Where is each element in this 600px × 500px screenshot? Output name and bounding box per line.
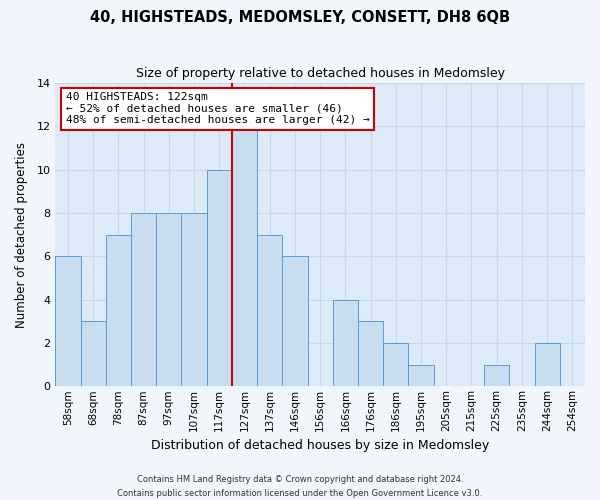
Bar <box>358 322 383 386</box>
Bar <box>535 343 560 386</box>
Bar <box>409 364 434 386</box>
Bar <box>333 300 358 386</box>
Title: Size of property relative to detached houses in Medomsley: Size of property relative to detached ho… <box>136 68 505 80</box>
Text: 40 HIGHSTEADS: 122sqm
← 52% of detached houses are smaller (46)
48% of semi-deta: 40 HIGHSTEADS: 122sqm ← 52% of detached … <box>66 92 370 126</box>
Bar <box>257 234 283 386</box>
Bar <box>131 213 156 386</box>
Bar <box>106 234 131 386</box>
Text: 40, HIGHSTEADS, MEDOMSLEY, CONSETT, DH8 6QB: 40, HIGHSTEADS, MEDOMSLEY, CONSETT, DH8 … <box>90 10 510 25</box>
X-axis label: Distribution of detached houses by size in Medomsley: Distribution of detached houses by size … <box>151 440 489 452</box>
Bar <box>55 256 80 386</box>
Text: Contains HM Land Registry data © Crown copyright and database right 2024.
Contai: Contains HM Land Registry data © Crown c… <box>118 476 482 498</box>
Bar <box>484 364 509 386</box>
Bar <box>383 343 409 386</box>
Bar <box>232 126 257 386</box>
Bar <box>283 256 308 386</box>
Bar <box>80 322 106 386</box>
Y-axis label: Number of detached properties: Number of detached properties <box>15 142 28 328</box>
Bar <box>156 213 181 386</box>
Bar <box>206 170 232 386</box>
Bar <box>181 213 206 386</box>
